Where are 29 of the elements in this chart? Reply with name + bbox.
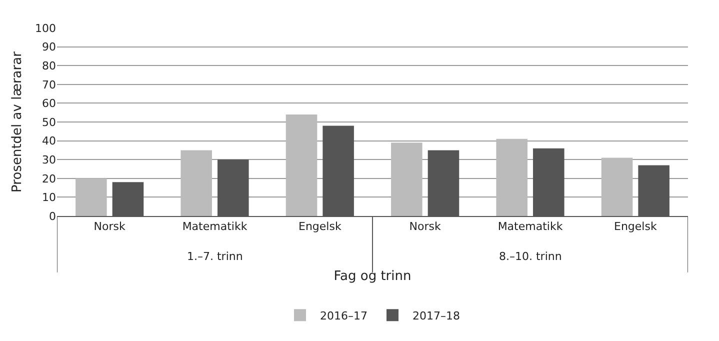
legend-label: 2017–18 — [412, 309, 460, 322]
x-tick-label: Engelsk — [614, 220, 658, 234]
x-tick-label: Norsk — [409, 220, 442, 234]
text: 1.–7. trinn — [187, 250, 243, 263]
y-tick-label: 50 — [42, 116, 56, 129]
y-tick-label: 90 — [42, 40, 56, 54]
bar — [496, 138, 528, 216]
legend-label: 2016–17 — [320, 309, 368, 322]
bar — [286, 114, 318, 216]
x-tick-label: Matematikk — [182, 220, 248, 234]
bar — [76, 178, 107, 216]
y-tick-label: 30 — [42, 153, 56, 166]
y-tick-label: 40 — [42, 134, 56, 148]
x-axis-title: Fag og trinn — [334, 268, 412, 284]
y-tick-label: 20 — [42, 172, 56, 186]
bar — [391, 142, 422, 216]
x-tick-label: Norsk — [94, 220, 126, 234]
y-tick-label: 60 — [42, 97, 56, 110]
y-tick-label: 80 — [42, 59, 56, 72]
y-tick-label: 70 — [42, 78, 56, 92]
x-tick-label: Matematikk — [498, 220, 564, 234]
y-tick-label: 0 — [49, 210, 56, 223]
bar — [180, 150, 212, 216]
x-tick-label: Engelsk — [298, 220, 342, 234]
text: 8.–10. trinn — [499, 250, 562, 263]
y-tick-label: 10 — [42, 191, 56, 204]
bar — [601, 158, 633, 216]
y-axis-title: Prosentdel av lærarar — [10, 50, 25, 192]
y-tick-label: 100 — [35, 22, 56, 35]
